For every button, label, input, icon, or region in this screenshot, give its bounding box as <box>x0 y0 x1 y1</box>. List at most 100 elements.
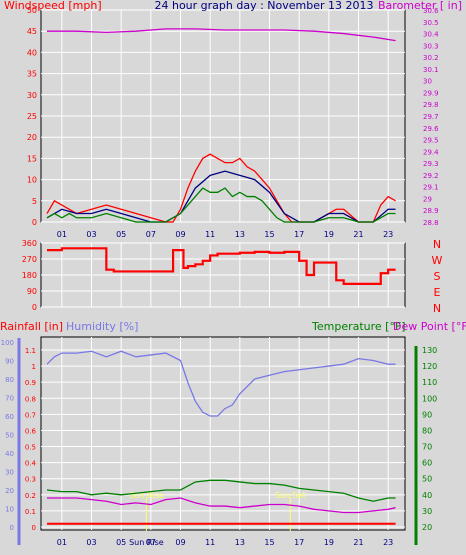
windspeed-line <box>46 187 396 223</box>
temperature-tick-label: 70 <box>422 443 432 452</box>
temp-humidity-grid <box>17 337 418 545</box>
windspeed-line <box>46 153 396 223</box>
wind-baro-grid <box>41 9 405 223</box>
temperature-tick-label: 100 <box>422 394 437 403</box>
temp-humidity-plot-frame <box>40 336 406 531</box>
barometer-tick-label: 30.4 <box>423 31 439 39</box>
compass-label: E <box>434 286 441 299</box>
compass-label: N <box>433 238 441 251</box>
rainfall-tick-label: 0.3 <box>25 476 36 484</box>
x-tick-label: 23 <box>383 230 393 239</box>
x-tick-label: 03 <box>86 230 96 239</box>
windspeed-tick-label: 30 <box>27 91 37 100</box>
temperature-tick-label: 90 <box>422 410 432 419</box>
windspeed-tick-label: 5 <box>32 197 37 206</box>
temperature-tick-label: 20 <box>422 523 432 532</box>
humidity-tick-label: 60 <box>5 413 14 421</box>
rainfall-tick-label: 1.1 <box>25 347 36 355</box>
rainfall-tick-label: 0.6 <box>25 427 37 435</box>
humidity-tick-label: 90 <box>5 358 14 366</box>
temperature-tick-labels: 20 30 40 50 60 70 80 90 100 110 120 130 <box>422 346 437 532</box>
x-tick-label: 01 <box>57 538 67 547</box>
x-tick-label: 21 <box>353 538 363 547</box>
humidity-tick-label: 100 <box>1 339 14 347</box>
temp-line <box>46 479 396 502</box>
rainfall-legend-label: Rainfall [in] <box>0 320 63 333</box>
sun-marker-label: Sun Set <box>275 491 306 500</box>
rainfall-tick-label: 0.2 <box>25 492 36 500</box>
compass-label: S <box>434 270 441 283</box>
dewpoint-legend-label: Dew Point [°F] <box>393 320 466 333</box>
barometer-tick-labels: 28.8 28.9 29 29.1 29.2 29.3 29.4 29.5 29.6 29.7 29… <box>423 7 439 227</box>
wind-direction-tick-label: 360 <box>22 239 37 248</box>
x-tick-label: 13 <box>235 538 245 547</box>
barometer-tick-label: 29.9 <box>423 89 439 97</box>
temperature-tick-label: 50 <box>422 475 432 484</box>
windspeed-tick-labels: 0 5 10 15 20 25 30 35 40 45 50 <box>27 6 37 227</box>
humidity-tick-labels: 0 10 20 30 40 50 60 70 80 90 100 <box>1 339 14 532</box>
windspeed-tick-label: 25 <box>27 112 37 121</box>
barometer-tick-label: 29.7 <box>423 113 439 121</box>
x-tick-label: 15 <box>264 230 274 239</box>
windspeed-tick-label: 0 <box>32 218 37 227</box>
x-tick-label: 19 <box>324 538 334 547</box>
rainfall-tick-label: 0.7 <box>25 411 36 419</box>
x-tick-label: 07 <box>146 538 156 547</box>
temperature-tick-label: 60 <box>422 459 432 468</box>
barometer-tick-label: 29.4 <box>423 148 439 156</box>
barometer-tick-label: 28.8 <box>423 219 439 227</box>
temperature-tick-label: 40 <box>422 491 432 500</box>
wind-direction-grid <box>41 242 405 308</box>
temperature-tick-label: 120 <box>422 362 437 371</box>
x-tick-label: 21 <box>353 230 363 239</box>
windspeed-tick-label: 20 <box>27 133 37 142</box>
wind-direction-tick-labels: 360 270 180 90 0 <box>22 239 37 312</box>
windspeed-tick-label: 50 <box>27 6 37 15</box>
barometer-tick-label: 30 <box>423 78 432 86</box>
barometer-tick-label: 29.2 <box>423 172 439 180</box>
windspeed-axis-label: Windspeed [mph] <box>4 0 102 12</box>
rainfall-tick-label: 0.9 <box>25 379 36 387</box>
windspeed-tick-label: 35 <box>27 70 37 79</box>
x-tick-label: 23 <box>383 538 393 547</box>
wind-direction-tick-label: 180 <box>22 271 37 280</box>
compass-label: N <box>433 302 441 315</box>
wind-direction-line <box>47 247 396 285</box>
x-tick-label: 13 <box>235 230 245 239</box>
x-tick-label: 03 <box>86 538 96 547</box>
windspeed-line <box>46 170 396 223</box>
rainfall-tick-label: 0.4 <box>25 460 37 468</box>
rainfall-tick-label: 1 <box>32 363 36 371</box>
rainfall-tick-label: 0.1 <box>25 508 36 516</box>
x-tick-label: 09 <box>175 230 185 239</box>
barometer-tick-label: 29.1 <box>423 184 439 192</box>
barometer-axis-label: Barometer [ in] <box>378 0 462 12</box>
windspeed-tick-label: 40 <box>27 48 37 57</box>
x-tick-label: 05 <box>116 538 126 547</box>
humidity-tick-label: 0 <box>10 524 14 532</box>
temperature-tick-label: 130 <box>422 346 437 355</box>
sun-marker-label: Sun Rise <box>129 491 164 500</box>
humidity-tick-label: 50 <box>5 432 14 440</box>
windspeed-tick-label: 10 <box>27 176 37 185</box>
rainfall-tick-label: 0.5 <box>25 444 36 452</box>
barometer-tick-label: 30.6 <box>423 7 439 15</box>
rainfall-tick-label: 0 <box>32 524 36 532</box>
barometer-tick-label: 29 <box>423 195 432 203</box>
temp-humidity-series <box>46 350 396 525</box>
x-tick-label: 05 <box>116 230 126 239</box>
humidity-line <box>46 350 396 417</box>
wind-direction-tick-label: 270 <box>22 255 37 264</box>
x-tick-label: 01 <box>57 230 67 239</box>
humidity-tick-label: 20 <box>5 487 14 495</box>
humidity-tick-label: 70 <box>5 395 14 403</box>
humidity-tick-label: 40 <box>5 450 14 458</box>
graph-title: 24 hour graph day : November 13 2013 <box>154 0 373 12</box>
rainfall-tick-labels: 0 0.1 0.2 0.3 0.4 0.5 0.6 0.7 0.8 0.9 1 1.1 <box>25 347 37 532</box>
windspeed-tick-label: 15 <box>27 154 37 163</box>
x-tick-label: Sun Rise <box>129 538 164 547</box>
temp-line <box>47 497 396 514</box>
